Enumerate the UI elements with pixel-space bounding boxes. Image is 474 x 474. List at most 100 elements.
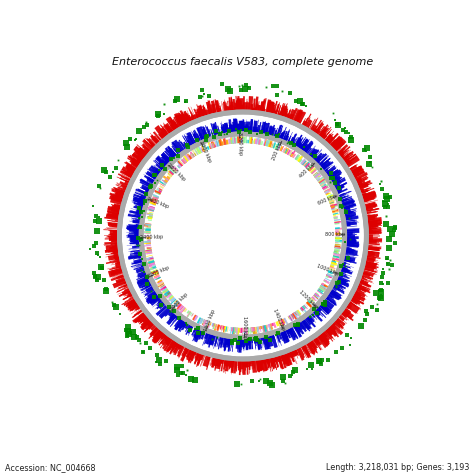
Wedge shape <box>137 144 149 155</box>
Text: 2400 kbp: 2400 kbp <box>140 235 163 240</box>
Wedge shape <box>271 129 274 137</box>
Text: 1200 kbp: 1200 kbp <box>299 290 319 310</box>
Wedge shape <box>291 326 299 338</box>
Wedge shape <box>344 216 359 220</box>
Wedge shape <box>343 211 353 215</box>
Wedge shape <box>367 240 377 244</box>
Wedge shape <box>146 292 160 304</box>
Wedge shape <box>111 241 119 242</box>
Wedge shape <box>113 193 125 198</box>
Wedge shape <box>337 150 344 156</box>
Wedge shape <box>163 180 167 183</box>
Wedge shape <box>219 140 221 146</box>
Wedge shape <box>119 290 131 296</box>
Wedge shape <box>127 292 133 297</box>
Wedge shape <box>188 349 194 361</box>
Wedge shape <box>344 158 352 164</box>
Wedge shape <box>133 161 141 168</box>
Wedge shape <box>338 193 349 198</box>
Wedge shape <box>327 194 334 199</box>
Wedge shape <box>257 137 260 145</box>
Wedge shape <box>301 146 305 152</box>
Wedge shape <box>288 351 292 361</box>
Wedge shape <box>367 228 373 229</box>
Wedge shape <box>250 359 251 366</box>
Wedge shape <box>136 272 147 276</box>
Wedge shape <box>233 359 234 364</box>
Wedge shape <box>200 133 204 141</box>
Wedge shape <box>155 330 164 341</box>
Wedge shape <box>283 136 286 142</box>
Wedge shape <box>330 137 344 150</box>
Wedge shape <box>148 323 155 329</box>
Wedge shape <box>319 134 324 138</box>
Wedge shape <box>332 143 340 149</box>
Wedge shape <box>147 169 159 177</box>
Wedge shape <box>330 177 340 183</box>
Wedge shape <box>161 159 169 166</box>
Wedge shape <box>341 202 349 205</box>
Wedge shape <box>160 332 165 337</box>
Wedge shape <box>238 360 239 366</box>
Wedge shape <box>345 243 359 247</box>
Wedge shape <box>356 286 366 292</box>
Wedge shape <box>258 359 259 364</box>
Wedge shape <box>325 295 330 300</box>
Wedge shape <box>126 177 132 181</box>
Wedge shape <box>367 232 378 233</box>
Wedge shape <box>168 310 173 315</box>
Wedge shape <box>163 130 168 137</box>
Wedge shape <box>335 188 340 191</box>
Wedge shape <box>265 325 267 328</box>
Wedge shape <box>277 355 283 369</box>
Wedge shape <box>155 191 161 195</box>
Wedge shape <box>171 171 174 174</box>
Wedge shape <box>343 211 354 214</box>
Wedge shape <box>316 175 321 180</box>
Wedge shape <box>332 210 336 212</box>
Wedge shape <box>319 160 328 168</box>
Wedge shape <box>317 178 320 181</box>
Wedge shape <box>168 157 173 161</box>
Wedge shape <box>337 151 340 155</box>
Wedge shape <box>301 345 305 352</box>
Wedge shape <box>343 255 356 262</box>
Wedge shape <box>323 279 330 284</box>
Wedge shape <box>194 327 197 331</box>
Wedge shape <box>180 159 185 164</box>
Wedge shape <box>147 257 154 260</box>
Wedge shape <box>341 265 351 269</box>
Wedge shape <box>218 108 222 114</box>
Wedge shape <box>279 355 281 360</box>
Wedge shape <box>142 282 152 288</box>
Wedge shape <box>154 165 163 172</box>
Wedge shape <box>284 131 290 142</box>
Wedge shape <box>177 165 180 168</box>
Wedge shape <box>124 180 131 186</box>
Wedge shape <box>332 178 346 187</box>
Wedge shape <box>223 326 225 332</box>
Wedge shape <box>341 308 354 319</box>
Wedge shape <box>247 140 249 143</box>
Wedge shape <box>133 157 142 164</box>
Wedge shape <box>108 214 120 218</box>
Wedge shape <box>366 217 382 225</box>
Wedge shape <box>301 161 305 165</box>
Wedge shape <box>164 334 171 341</box>
Wedge shape <box>207 333 213 345</box>
Wedge shape <box>154 195 159 198</box>
Wedge shape <box>142 284 153 290</box>
Wedge shape <box>113 230 119 232</box>
Wedge shape <box>328 292 332 295</box>
Wedge shape <box>147 149 151 153</box>
Wedge shape <box>237 97 238 111</box>
Wedge shape <box>165 338 173 349</box>
Wedge shape <box>314 173 319 178</box>
Wedge shape <box>334 141 346 152</box>
Wedge shape <box>203 136 205 140</box>
Wedge shape <box>318 177 324 183</box>
Wedge shape <box>319 333 325 340</box>
Wedge shape <box>146 319 151 324</box>
Wedge shape <box>149 252 152 254</box>
Wedge shape <box>191 350 195 361</box>
